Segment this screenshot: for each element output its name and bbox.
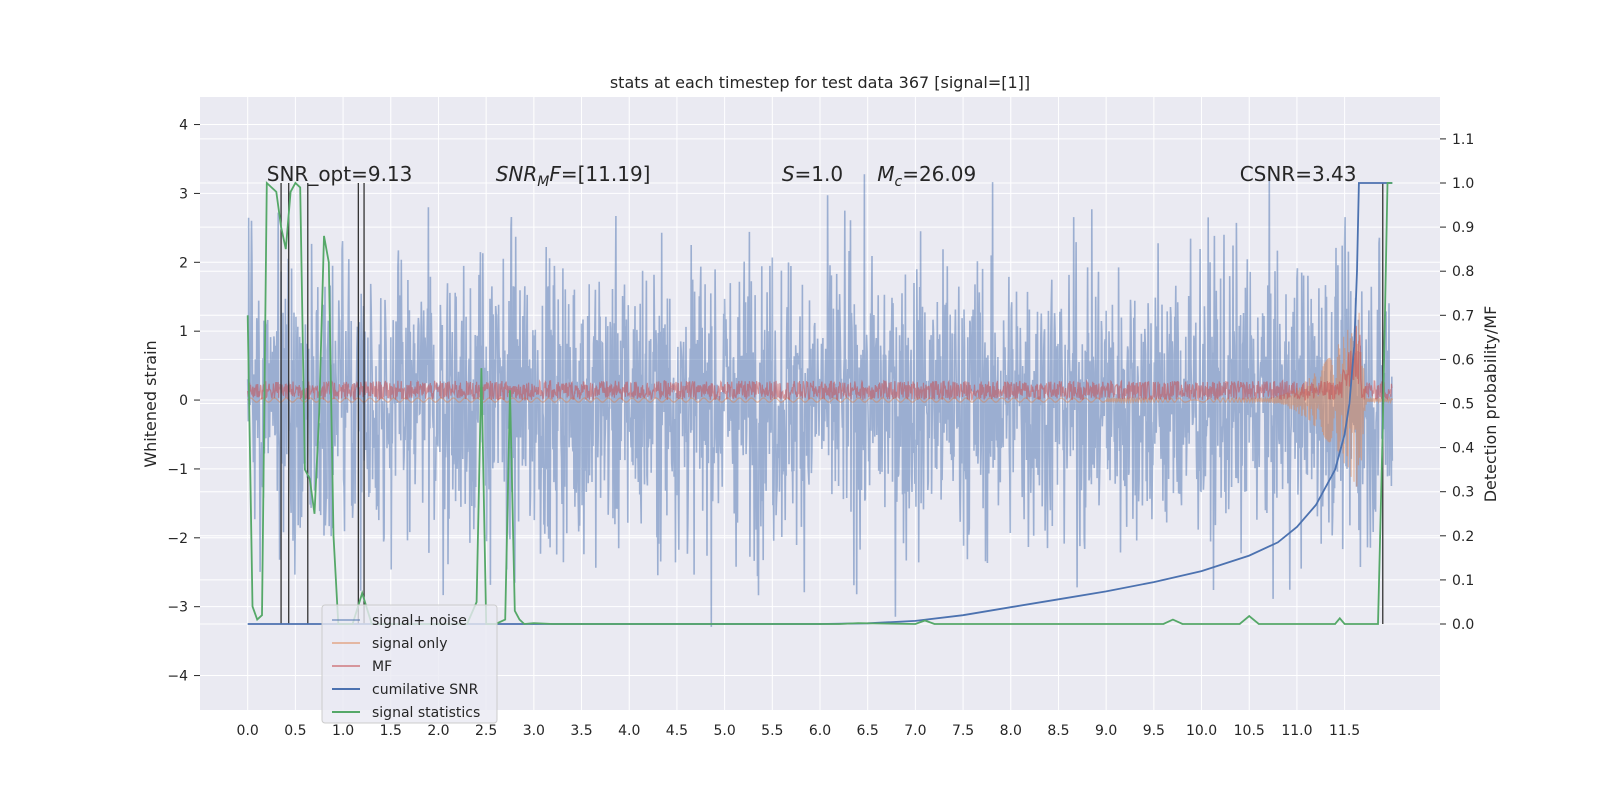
y-right-tick-label: 0.6	[1452, 352, 1474, 368]
y-left-tick-label: 2	[179, 255, 188, 271]
annotation-sub: M	[537, 174, 549, 190]
annotation: SNR_opt=9.13	[267, 162, 413, 186]
y-left-ticks: −4 −3 −2 −1 0 1 2 3 4	[167, 118, 200, 685]
series-signal-only	[247, 312, 1393, 487]
mf-line	[247, 325, 1393, 402]
series-signal-statistics	[246, 180, 1393, 625]
y-right-tick-label: 0.3	[1452, 485, 1474, 501]
x-tick-label: 10.5	[1234, 723, 1265, 739]
annotation-suffix: =[11.19]	[561, 162, 651, 186]
y-left-tick-label: 1	[179, 324, 188, 340]
y-right-tick-label: 0.2	[1452, 529, 1474, 545]
legend: signal+ noise signal only MF cumilative SNR…	[321, 604, 498, 724]
y-right-tick-label: 0.5	[1452, 397, 1474, 413]
annotations: SNR_opt=9.13 SNRMF=[11.19] S=1.0 Mc=26.09 CS…	[267, 162, 1357, 190]
y-right-tick-label: 0.1	[1452, 573, 1474, 589]
series-mf	[247, 325, 1393, 402]
annotation: CSNR=3.43	[1240, 162, 1357, 186]
annotation-var: SNR	[496, 162, 538, 186]
x-tick-label: 4.0	[618, 723, 640, 739]
annotation: SNRMF=[11.19]	[496, 162, 651, 190]
y-right-tick-label: 0.9	[1452, 220, 1474, 236]
x-tick-label: 5.0	[713, 723, 735, 739]
x-tick-label: 2.0	[427, 723, 449, 739]
annotation-text: SNR_opt=9.13	[267, 162, 413, 186]
y-left-tick-label: 0	[179, 393, 188, 409]
x-tick-label: 11.5	[1329, 723, 1360, 739]
x-tick-label: 6.0	[809, 723, 831, 739]
series-signal-noise	[246, 169, 1394, 627]
y-left-label: Whitened strain	[141, 340, 160, 467]
annotation: S=1.0	[782, 162, 843, 186]
x-tick-label: 7.5	[952, 723, 974, 739]
x-tick-label: 7.0	[904, 723, 926, 739]
legend-label: MF	[372, 659, 392, 675]
annotation-var: M	[877, 162, 894, 186]
y-left-tick-label: −2	[167, 531, 188, 547]
y-right-tick-label: 0.7	[1452, 308, 1474, 324]
legend-label: signal+ noise	[372, 613, 467, 629]
x-tick-label: 0.5	[284, 723, 306, 739]
series-cumulative-snr	[247, 182, 1393, 625]
x-tick-label: 8.5	[1047, 723, 1069, 739]
y-left-tick-label: −4	[167, 669, 188, 685]
annotation: Mc=26.09	[877, 162, 976, 190]
x-tick-label: 9.0	[1095, 723, 1117, 739]
legend-frame	[321, 604, 498, 724]
signal-only-line	[247, 312, 1393, 487]
y-right-tick-label: 1.0	[1452, 176, 1474, 192]
x-axis-ticks: 0.0 0.5 1.0 1.5 2.0 2.5 3.0 3.5 4.0 4.5 5.0 5.5 6.0 6…	[237, 723, 1361, 739]
y-left-tick-label: 4	[179, 118, 188, 134]
x-tick-label: 3.5	[570, 723, 592, 739]
annotation-suffix: =26.09	[902, 162, 976, 186]
y-right-tick-label: 0.8	[1452, 264, 1474, 280]
y-right-ticks: 0.0 0.1 0.2 0.3 0.4 0.5 0.6 0.7 0.8 0.9 1.0 1.1	[1440, 132, 1474, 633]
signal-noise-line	[246, 169, 1394, 627]
y-right-label: Detection probability/MF	[1481, 306, 1500, 503]
x-tick-label: 1.0	[332, 723, 354, 739]
x-tick-label: 4.5	[666, 723, 688, 739]
x-tick-label: 2.5	[475, 723, 497, 739]
x-tick-label: 9.5	[1143, 723, 1165, 739]
legend-label: signal statistics	[372, 705, 480, 721]
x-tick-label: 10.0	[1186, 723, 1217, 739]
x-tick-label: 8.0	[1000, 723, 1022, 739]
y-left-tick-label: −1	[167, 462, 188, 478]
y-left-tick-label: 3	[179, 186, 188, 202]
legend-label: signal only	[372, 636, 447, 652]
annotation-text: CSNR=3.43	[1240, 162, 1357, 186]
y-right-tick-label: 0.0	[1452, 617, 1474, 633]
y-left-tick-label: −3	[167, 600, 188, 616]
x-tick-label: 1.5	[380, 723, 402, 739]
x-tick-label: 3.0	[523, 723, 545, 739]
x-tick-label: 11.0	[1281, 723, 1312, 739]
legend-label: cumilative SNR	[372, 682, 479, 698]
annotation-var: S	[782, 162, 795, 186]
annotation-var2: F	[549, 162, 561, 186]
chart-title: stats at each timestep for test data 367…	[610, 73, 1030, 92]
annotation-suffix: =1.0	[795, 162, 844, 186]
x-tick-label: 0.0	[237, 723, 259, 739]
y-right-tick-label: 1.1	[1452, 132, 1474, 148]
x-tick-label: 6.5	[857, 723, 879, 739]
annotation-sub: c	[894, 174, 902, 190]
y-right-tick-label: 0.4	[1452, 441, 1474, 457]
x-tick-label: 5.5	[761, 723, 783, 739]
